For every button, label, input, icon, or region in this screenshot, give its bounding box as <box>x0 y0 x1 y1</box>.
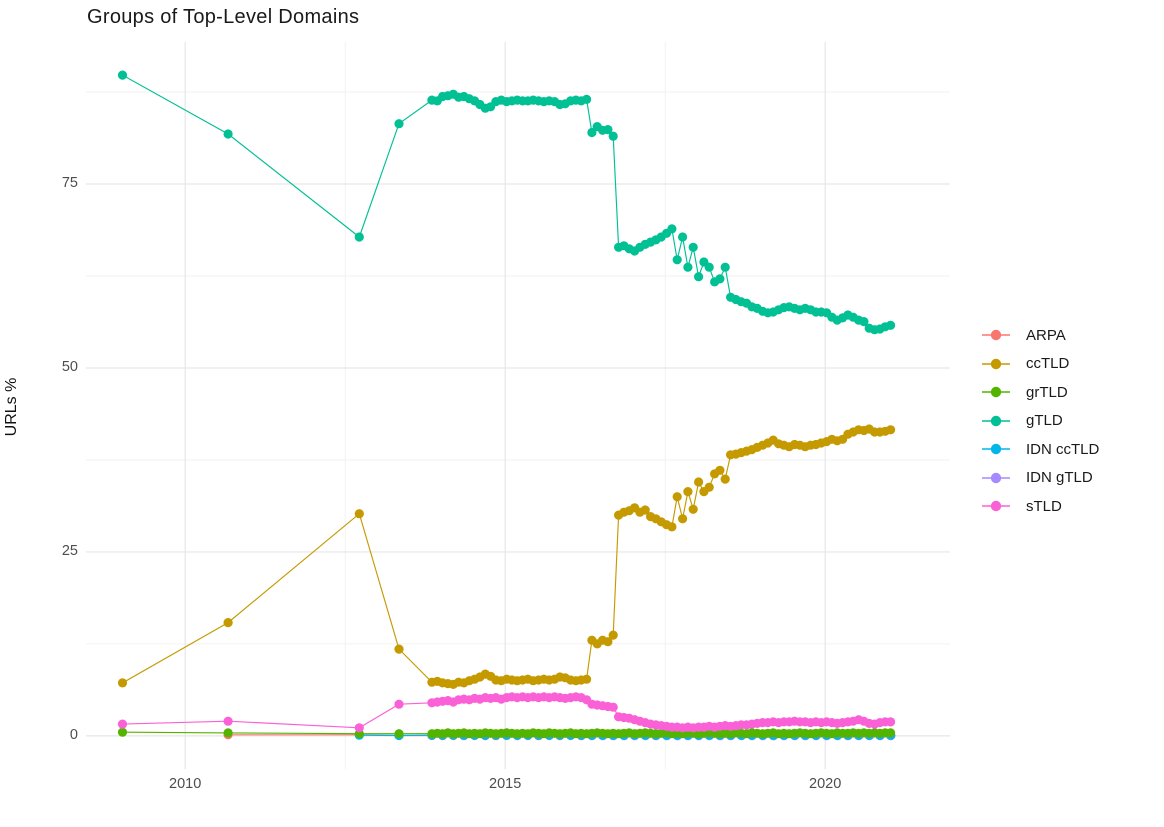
data-point-gtld <box>720 262 730 272</box>
data-point-gtld <box>859 317 869 327</box>
legend-key-icon-idn-gtld <box>982 472 1010 483</box>
data-point-stld <box>608 702 618 712</box>
data-point-gtld <box>603 125 613 135</box>
data-point-gtld <box>608 131 618 141</box>
data-point-grtld <box>886 728 896 738</box>
legend-label-idn-cctld: IDN ccTLD <box>1026 440 1100 458</box>
data-point-gtld <box>704 262 714 272</box>
legend-key-icon-gtld <box>982 415 1010 426</box>
data-point-cctld <box>603 637 613 647</box>
data-point-gtld <box>117 70 128 80</box>
legend-label-idn-gtld: IDN gTLD <box>1026 469 1093 486</box>
data-point-cctld <box>683 487 693 497</box>
legend-key-icon-grtld <box>982 386 1010 398</box>
series-line-cctld <box>122 428 891 685</box>
data-point-gtld <box>688 242 698 252</box>
data-point-cctld <box>223 618 233 628</box>
data-point-cctld <box>672 492 682 502</box>
legend-item-idn-gtld: IDN gTLD <box>981 467 1099 489</box>
legend-key-icon-cctld <box>982 358 1010 369</box>
y-axis-title: URLs % <box>3 377 20 437</box>
legend: ARPA ccTLD grTLD gTLD IDN ccTLD IDN gTLD sTLD <box>981 324 1099 517</box>
data-point-gtld <box>715 274 725 284</box>
y-tick-label-25: 25 <box>61 542 78 559</box>
data-point-stld <box>886 717 896 727</box>
data-point-cctld <box>715 465 725 475</box>
data-point-cctld <box>704 482 714 492</box>
data-point-cctld <box>688 504 698 514</box>
chart-title: Groups of Top-Level Domains <box>87 6 360 28</box>
legend-key-icon-stld <box>982 500 1010 512</box>
x-tick-label-2010: 2010 <box>169 776 202 792</box>
data-point-gtld <box>683 262 693 272</box>
gridlines-minor <box>86 42 950 769</box>
data-point-gtld <box>587 127 597 138</box>
legend-label-grtld: grTLD <box>1026 383 1068 401</box>
legend-item-stld: sTLD <box>981 495 1099 517</box>
series-grtld <box>117 727 896 739</box>
series-gtld <box>117 70 896 335</box>
series-cctld <box>117 424 896 690</box>
legend-item-arpa: ARPA <box>981 324 1099 346</box>
data-point-cctld <box>694 477 704 487</box>
data-point-gtld <box>582 94 592 104</box>
legend-label-stld: sTLD <box>1026 497 1062 515</box>
legend-item-idn-cctld: IDN ccTLD <box>981 438 1099 460</box>
data-point-grtld <box>117 727 128 737</box>
data-point-stld <box>354 723 364 733</box>
data-point-gtld <box>394 119 404 129</box>
data-point-cctld <box>678 514 688 524</box>
data-point-cctld <box>117 678 128 688</box>
series-line-gtld <box>122 74 891 331</box>
legend-key-icon-idn-cctld <box>982 443 1010 455</box>
legend-label-arpa: ARPA <box>1026 326 1066 344</box>
data-point-stld <box>394 699 404 709</box>
data-point-gtld <box>678 232 688 242</box>
legend-label-gtld: gTLD <box>1026 412 1063 429</box>
data-point-cctld <box>886 425 896 435</box>
x-tick-label-2015: 2015 <box>489 776 522 792</box>
data-point-gtld <box>354 232 364 242</box>
data-point-cctld <box>608 630 618 640</box>
data-point-cctld <box>394 644 404 654</box>
series-stld <box>117 692 896 733</box>
data-point-cctld <box>354 509 364 519</box>
y-tick-label-0: 0 <box>69 726 78 743</box>
data-point-cctld <box>667 522 677 532</box>
data-point-cctld <box>640 505 650 515</box>
data-point-stld <box>223 716 233 726</box>
data-point-cctld <box>582 674 592 684</box>
data-point-gtld <box>886 320 896 330</box>
legend-label-cctld: ccTLD <box>1026 355 1070 372</box>
legend-item-grtld: grTLD <box>981 381 1099 403</box>
data-point-grtld <box>394 729 404 739</box>
data-point-grtld <box>223 728 233 738</box>
data-point-stld <box>117 719 128 729</box>
data-point-cctld <box>720 474 730 484</box>
legend-item-gtld: gTLD <box>981 410 1099 432</box>
gridlines-major <box>86 42 950 769</box>
data-point-gtld <box>667 224 677 234</box>
x-tick-label-2020: 2020 <box>809 776 842 792</box>
legend-item-cctld: ccTLD <box>981 353 1099 375</box>
y-tick-label-75: 75 <box>61 175 78 191</box>
y-tick-label-50: 50 <box>61 358 78 375</box>
data-point-gtld <box>223 129 233 139</box>
data-point-gtld <box>694 272 704 282</box>
legend-key-icon-arpa <box>982 329 1010 341</box>
data-point-gtld <box>672 255 682 265</box>
